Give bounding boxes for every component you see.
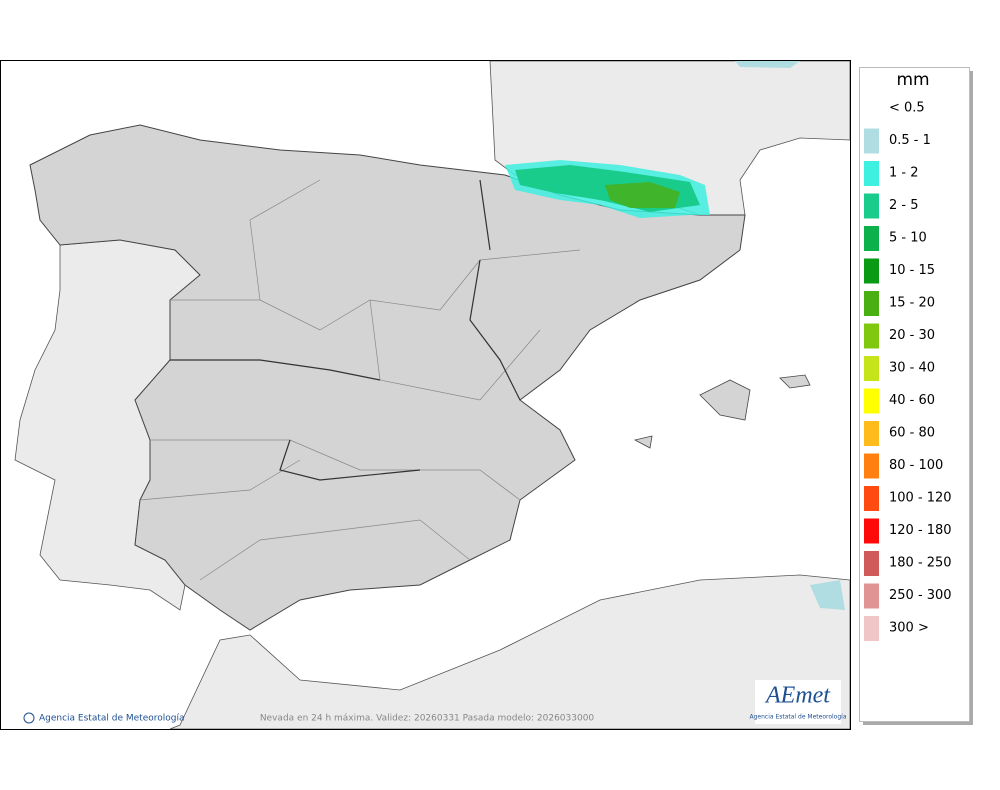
legend-swatch — [864, 486, 879, 511]
logo-subtitle: Agencia Estatal de Meteorología — [750, 714, 847, 721]
africa — [169, 574, 850, 729]
legend-label: 15 - 20 — [889, 296, 935, 311]
legend-swatch — [864, 518, 879, 544]
logo-name: AEmet — [764, 683, 831, 709]
credit: Agencia Estatal de Meteorología — [39, 714, 185, 724]
legend-swatch — [864, 128, 879, 154]
snow-area — [605, 182, 680, 208]
legend-label: 250 - 300 — [889, 588, 952, 603]
legend-label: 180 - 250 — [889, 556, 952, 571]
legend-swatch — [864, 421, 879, 446]
legend-swatch — [864, 226, 879, 251]
legend-title: mm — [896, 70, 929, 90]
legend-label: 10 - 15 — [889, 263, 935, 278]
legend-label: 2 - 5 — [889, 198, 919, 213]
legend-swatch — [864, 583, 879, 609]
copyright-icon — [23, 712, 35, 724]
legend-label: 1 - 2 — [889, 166, 919, 181]
borders — [139, 179, 581, 581]
legend-swatch — [864, 616, 879, 641]
legend-swatch — [864, 193, 879, 219]
legend-swatch — [864, 258, 879, 284]
legend-swatch — [864, 161, 879, 186]
legend-items: < 0.5 0.5 - 1 1 - 2 2 - 5 5 - 10 10 - 15 15 - … — [864, 96, 952, 641]
legend-swatch — [864, 291, 879, 316]
legend-label: 5 - 10 — [889, 231, 927, 246]
legend-swatch — [864, 551, 879, 576]
legend-label: 100 - 120 — [889, 491, 952, 506]
legend-swatch — [864, 388, 879, 414]
legend-label: < 0.5 — [889, 101, 925, 116]
logo-box — [755, 680, 841, 724]
legend-label: 30 - 40 — [889, 361, 935, 376]
caption: Nevada en 24 h máxima. Validez: 20260331… — [260, 714, 595, 724]
map-frame — [0, 60, 851, 730]
region-borders — [170, 179, 521, 481]
legend-swatch — [864, 356, 879, 381]
legend-label: 300 > — [889, 621, 929, 636]
legend-label: 120 - 180 — [889, 523, 952, 538]
map: AEmet Agencia Estatal de Meteorología Ag… — [1, 61, 850, 729]
legend-label: 60 - 80 — [889, 426, 935, 441]
legend-label: 40 - 60 — [889, 393, 935, 408]
legend-swatch — [864, 453, 879, 479]
islands — [633, 374, 811, 449]
legend-label: 80 - 100 — [889, 458, 943, 473]
legend-label: 20 - 30 — [889, 328, 935, 343]
legend-swatch — [864, 96, 879, 121]
legend-swatch — [864, 323, 879, 349]
legend-label: 0.5 - 1 — [889, 133, 931, 148]
